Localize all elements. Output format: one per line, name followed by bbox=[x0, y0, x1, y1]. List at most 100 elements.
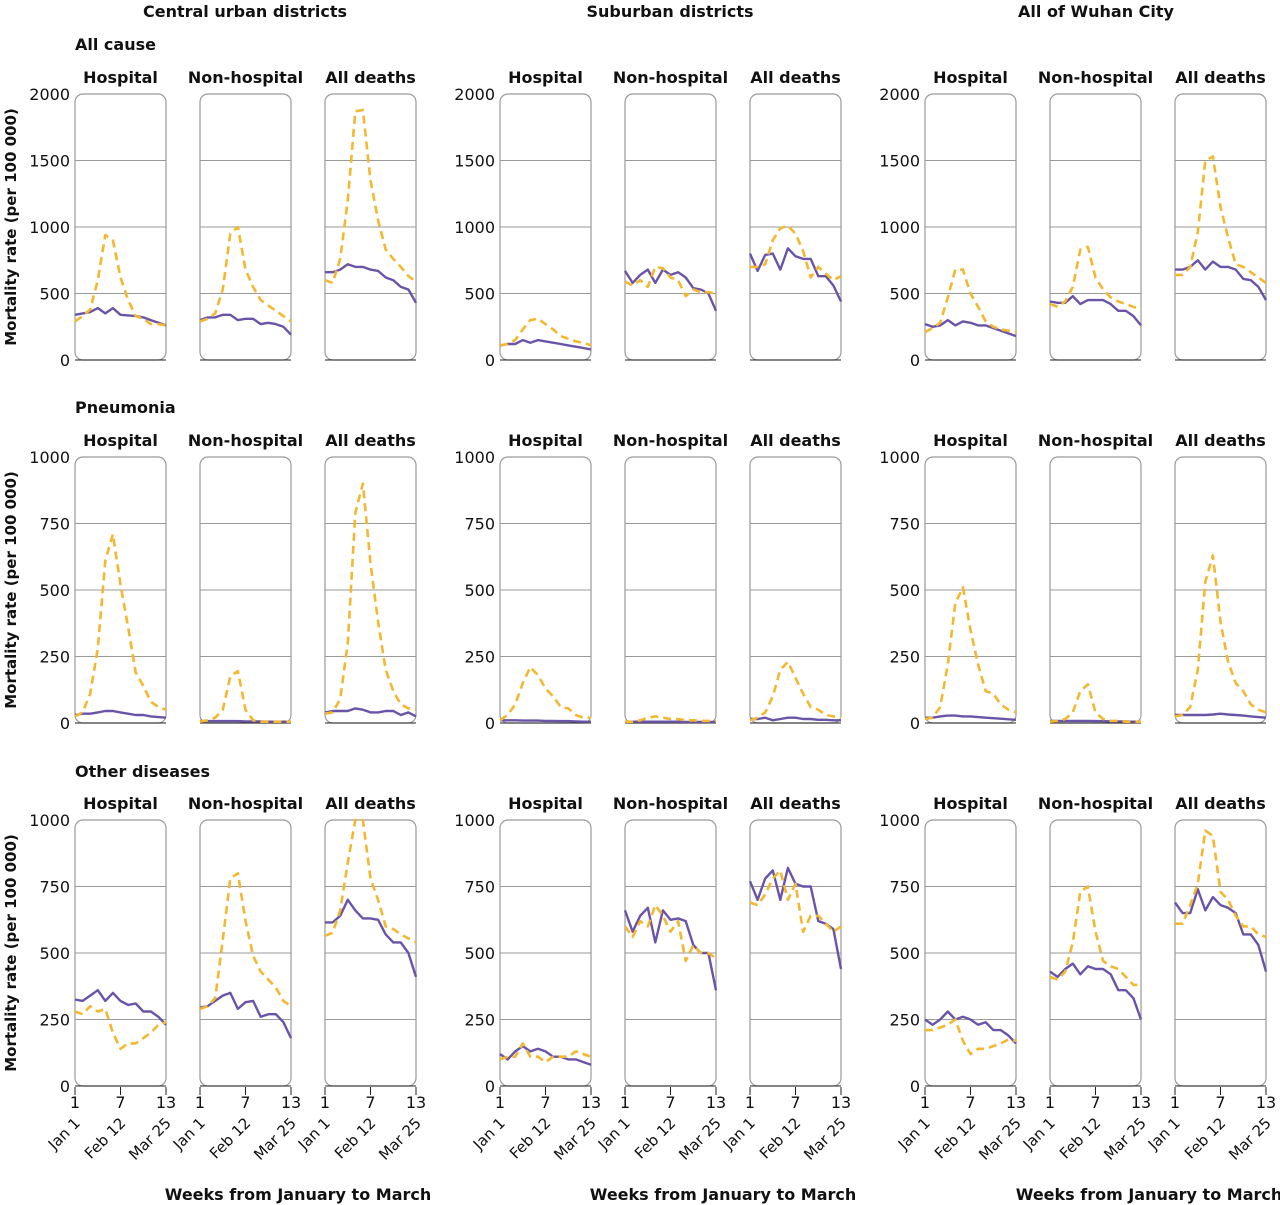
date-tick-label: Feb 12 bbox=[206, 1114, 254, 1162]
x-axis-label: Weeks from January to March bbox=[590, 1185, 857, 1204]
series-line-solid bbox=[325, 263, 418, 304]
y-tick-label: 750 bbox=[889, 515, 920, 534]
panel-title: Non-hospital bbox=[1038, 68, 1153, 87]
y-tick-label: 500 bbox=[39, 944, 70, 963]
row-title: All cause bbox=[75, 35, 156, 54]
series-line-dashed bbox=[324, 108, 417, 285]
x-tick-label: 1 bbox=[1170, 1093, 1180, 1112]
y-tick-label: 750 bbox=[464, 878, 495, 897]
x-tick-label: 13 bbox=[1131, 1093, 1151, 1112]
y-axis-label: Mortality rate (per 100 000) bbox=[2, 108, 20, 346]
panel-hospital: Hospital bbox=[74, 431, 167, 724]
y-tick-label: 0 bbox=[485, 351, 495, 370]
series-line-dashed bbox=[499, 665, 591, 722]
panel-all-deaths: All deaths bbox=[749, 431, 842, 724]
x-axis-label: Weeks from January to March bbox=[165, 1185, 432, 1204]
date-tick-label: Jan 1 bbox=[469, 1114, 509, 1154]
panel-title: Hospital bbox=[83, 68, 158, 87]
series-line-solid bbox=[199, 313, 292, 336]
y-tick-label: 1000 bbox=[454, 811, 495, 830]
y-tick-label: 2000 bbox=[879, 85, 920, 104]
date-tick-label: Mar 25 bbox=[550, 1114, 600, 1164]
y-tick-label: 1500 bbox=[29, 152, 70, 171]
series-line-solid bbox=[499, 338, 592, 351]
x-tick-label: 7 bbox=[790, 1093, 800, 1112]
y-tick-label: 1000 bbox=[29, 218, 70, 237]
series-line-dashed bbox=[925, 1018, 1017, 1056]
x-tick-label: 1 bbox=[495, 1093, 505, 1112]
date-tick-label: Mar 25 bbox=[1225, 1114, 1275, 1164]
series-line-solid bbox=[325, 898, 418, 978]
series-line-dashed bbox=[924, 585, 1017, 721]
panel-all-deaths: All deaths 1 Jan 1 7 Feb 12 13 Mar 25 bbox=[719, 794, 851, 1164]
series-line-solid bbox=[623, 906, 718, 991]
x-tick-label: 7 bbox=[665, 1093, 675, 1112]
series-line-dashed bbox=[924, 268, 1017, 334]
y-tick-label: 500 bbox=[889, 944, 920, 963]
date-tick-label: Feb 12 bbox=[1181, 1114, 1229, 1162]
date-tick-label: Feb 12 bbox=[506, 1114, 554, 1162]
panel-title: All deaths bbox=[1175, 68, 1266, 87]
y-tick-label: 500 bbox=[464, 285, 495, 304]
panel-hospital: Hospital 1 Jan 1 7 Feb 12 13 Mar 25 bbox=[894, 794, 1026, 1164]
series-line-dashed bbox=[1174, 554, 1267, 718]
y-tick-label: 0 bbox=[910, 351, 920, 370]
panel-non-hospital: Non-hospital bbox=[1038, 68, 1153, 361]
y-tick-label: 500 bbox=[39, 581, 70, 600]
panel-non-hospital: Non-hospital bbox=[613, 431, 728, 724]
row-title: Other diseases bbox=[75, 762, 210, 781]
series-line-dashed bbox=[1049, 245, 1142, 311]
x-tick-label: 13 bbox=[831, 1093, 851, 1112]
date-tick-label: Feb 12 bbox=[81, 1114, 129, 1162]
panel-all-deaths: All deaths bbox=[1174, 431, 1267, 724]
panel-title: Non-hospital bbox=[188, 68, 303, 87]
y-tick-label: 250 bbox=[39, 648, 70, 667]
y-tick-label: 250 bbox=[464, 1011, 495, 1030]
y-tick-label: 2000 bbox=[29, 85, 70, 104]
panel-all-deaths: All deaths bbox=[324, 68, 418, 361]
series-line-dashed bbox=[324, 482, 417, 715]
row-title: Pneumonia bbox=[75, 398, 176, 417]
y-tick-label: 500 bbox=[889, 285, 920, 304]
panel-title: All deaths bbox=[750, 431, 841, 450]
panel-all-deaths: All deaths bbox=[1174, 68, 1268, 361]
date-tick-label: Mar 25 bbox=[1100, 1114, 1150, 1164]
column-title: Suburban districts bbox=[587, 2, 754, 21]
x-tick-label: 13 bbox=[1256, 1093, 1276, 1112]
date-tick-label: Jan 1 bbox=[719, 1114, 759, 1154]
column-title: Central urban districts bbox=[143, 2, 347, 21]
series-line-dashed bbox=[749, 869, 842, 934]
series-line-solid bbox=[924, 318, 1017, 338]
date-tick-label: Jan 1 bbox=[44, 1114, 84, 1154]
x-tick-label: 7 bbox=[1215, 1093, 1225, 1112]
date-tick-label: Feb 12 bbox=[1056, 1114, 1104, 1162]
y-tick-label: 750 bbox=[39, 515, 70, 534]
series-line-dashed bbox=[749, 660, 842, 722]
panel-title: Non-hospital bbox=[188, 794, 303, 813]
series-line-solid bbox=[74, 306, 167, 327]
x-tick-label: 13 bbox=[406, 1093, 426, 1112]
y-tick-label: 750 bbox=[39, 878, 70, 897]
date-tick-label: Mar 25 bbox=[675, 1114, 725, 1164]
y-tick-label: 250 bbox=[464, 648, 495, 667]
y-tick-label: 500 bbox=[464, 581, 495, 600]
series-line-dashed bbox=[74, 1004, 167, 1051]
y-tick-label: 1000 bbox=[29, 811, 70, 830]
date-tick-label: Jan 1 bbox=[894, 1114, 934, 1154]
series-line-dashed bbox=[1049, 885, 1141, 987]
series-line-solid bbox=[925, 714, 1017, 721]
x-tick-label: 13 bbox=[581, 1093, 601, 1112]
date-tick-label: Feb 12 bbox=[331, 1114, 379, 1162]
date-tick-label: Mar 25 bbox=[975, 1114, 1025, 1164]
series-line-solid bbox=[499, 1044, 592, 1066]
panel-title: All deaths bbox=[325, 794, 416, 813]
series-line-dashed bbox=[499, 1042, 592, 1064]
y-tick-label: 1500 bbox=[454, 152, 495, 171]
x-tick-label: 1 bbox=[920, 1093, 930, 1112]
panel-hospital: Hospital bbox=[499, 431, 592, 724]
date-tick-label: Jan 1 bbox=[594, 1114, 634, 1154]
y-tick-label: 0 bbox=[60, 1077, 70, 1096]
panel-hospital: Hospital bbox=[924, 68, 1017, 361]
series-line-dashed bbox=[74, 233, 167, 327]
